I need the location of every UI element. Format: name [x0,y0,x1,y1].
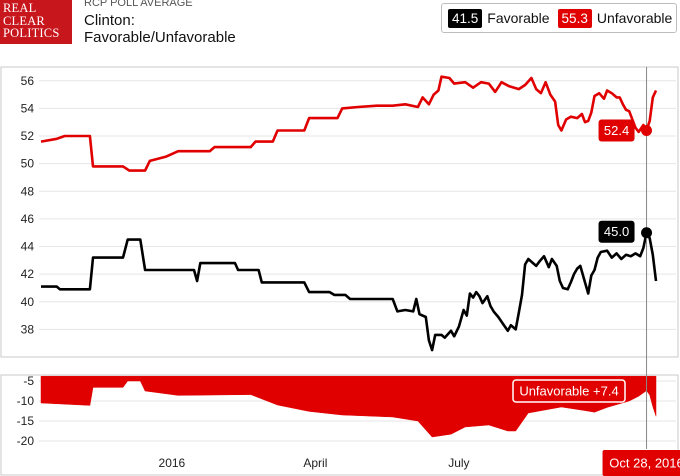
spread-panel-frame [0,374,679,476]
y-tick-label: 52 [21,129,35,143]
spread-y-tick-label: -10 [17,394,35,408]
marker-label-box-unfavorable [598,119,635,142]
main-panel-frame [0,66,679,358]
legend-favorable-value: 41.5 [448,8,483,28]
spread-y-tick-label: -20 [17,434,35,448]
logo-line-1: REAL [3,1,37,15]
marker-unfavorable[interactable] [641,125,653,137]
chart-kicker: RCP POLL AVERAGE [84,0,193,9]
logo-line-3: POLITICS [3,26,60,40]
chart-title-line-1: Clinton: [84,12,135,29]
x-tick-label: 2016 [159,456,186,470]
spread-y-tick-label: -5 [23,374,34,388]
y-tick-label: 46 [21,212,35,226]
marker-label-box-favorable [598,220,635,243]
legend-unfavorable-label[interactable]: Unfavorable [596,10,673,26]
y-tick-label: 48 [21,184,35,198]
marker-label-favorable: 45.0 [604,224,629,239]
y-tick-label: 42 [21,267,35,281]
marker-label-unfavorable: 52.4 [604,123,629,138]
y-tick-label: 38 [21,322,35,336]
y-tick-label: 44 [21,240,35,254]
y-tick-label: 40 [21,295,35,309]
x-tick-label: July [448,456,469,470]
marker-favorable[interactable] [641,227,653,239]
legend-unfavorable-value: 55.3 [557,8,592,28]
spread-label-box [512,379,626,403]
cursor-date-label: Oct 28, 2016 [609,456,680,471]
x-tick-label: April [303,456,327,470]
logo-line-2: CLEAR [3,13,45,28]
series-line-unfavorable[interactable] [40,75,658,172]
spread-label: Unfavorable +7.4 [519,384,618,399]
spread-y-tick-label: -15 [17,414,35,428]
rcp-logo: REAL CLEAR POLITICS [0,0,72,44]
y-tick-label: 54 [21,101,35,115]
spread-area [40,375,657,438]
chart-legend: 41.5 Favorable 55.3 Unfavorable [441,3,677,33]
series-line-favorable[interactable] [41,231,658,352]
legend-favorable-label[interactable]: Favorable [487,10,550,26]
y-tick-label: 50 [21,157,35,171]
y-tick-label: 56 [21,74,35,88]
cursor-date-box [602,450,680,476]
chart-title-line-2: Favorable/Unfavorable [84,29,236,46]
